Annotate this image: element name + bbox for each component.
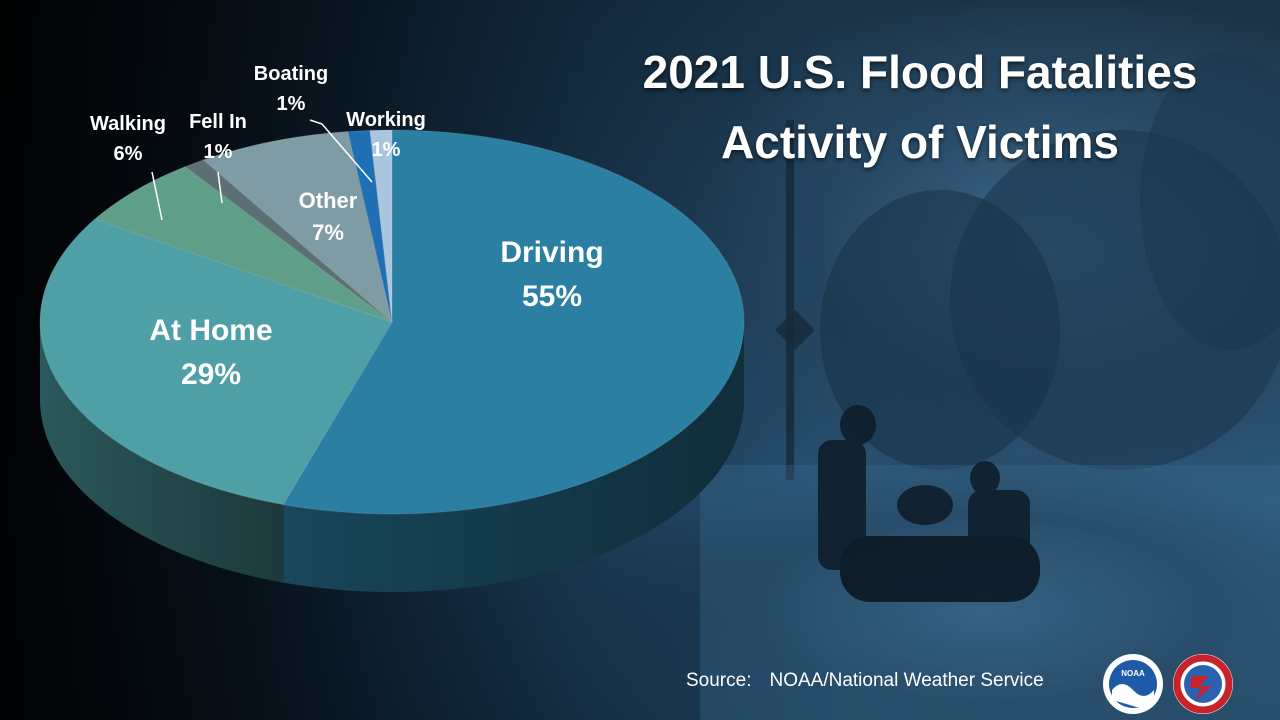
source-label: Source: xyxy=(686,670,752,691)
pie-slice-driving xyxy=(282,129,745,515)
noaa-logo-text: NOAA xyxy=(1121,669,1145,678)
slice-label-at-home: At Home xyxy=(149,314,272,347)
pie-slice-other xyxy=(202,130,393,324)
nws-logo-icon xyxy=(1173,654,1233,714)
pie-leader-layer xyxy=(151,119,373,221)
slice-label-walking: Walking xyxy=(90,113,166,135)
pie-slice-walking xyxy=(93,166,393,323)
slice-label-driving: Driving xyxy=(500,236,603,269)
chart-title: 2021 U.S. Flood Fatalities xyxy=(642,46,1198,98)
slice-value-driving: 55% xyxy=(522,280,582,313)
leader-line-walking xyxy=(151,171,163,221)
slice-value-other: 7% xyxy=(312,220,344,245)
pie-slice-fell-in xyxy=(184,159,393,323)
leader-line-fell-in xyxy=(217,171,223,204)
pie-side-shade-at-home xyxy=(40,322,284,583)
slice-label-fell-in: Fell In xyxy=(189,111,247,133)
slice-value-walking: 6% xyxy=(114,143,143,165)
noaa-logo-icon: NOAA xyxy=(1103,654,1163,714)
slice-value-working: 1% xyxy=(372,139,401,161)
slice-label-other: Other xyxy=(299,188,358,213)
slice-value-boating: 1% xyxy=(277,93,306,115)
pie-side-shade-driving xyxy=(283,322,744,592)
slice-value-fell-in: 1% xyxy=(204,141,233,163)
pie-slice-boating xyxy=(347,129,393,323)
source-credit: Source: NOAA/National Weather Service xyxy=(686,670,1044,692)
agency-logos: NOAA xyxy=(1103,654,1233,714)
slice-label-boating: Boating xyxy=(254,63,328,85)
source-text: NOAA/National Weather Service xyxy=(769,670,1044,691)
pie-label-layer: Driving 55% At Home 29% Walking 6% Fell In 1% Ot… xyxy=(90,63,604,391)
leader-line-boating xyxy=(309,119,373,183)
pie-slice-working xyxy=(369,129,393,323)
slice-label-working: Working xyxy=(346,109,426,131)
chart-subtitle: Activity of Victims xyxy=(721,116,1119,168)
pie-side-layer xyxy=(40,322,744,592)
pie-top-layer xyxy=(39,129,745,515)
pie-slice-at-home xyxy=(39,218,393,506)
slice-value-at-home: 29% xyxy=(181,358,241,391)
